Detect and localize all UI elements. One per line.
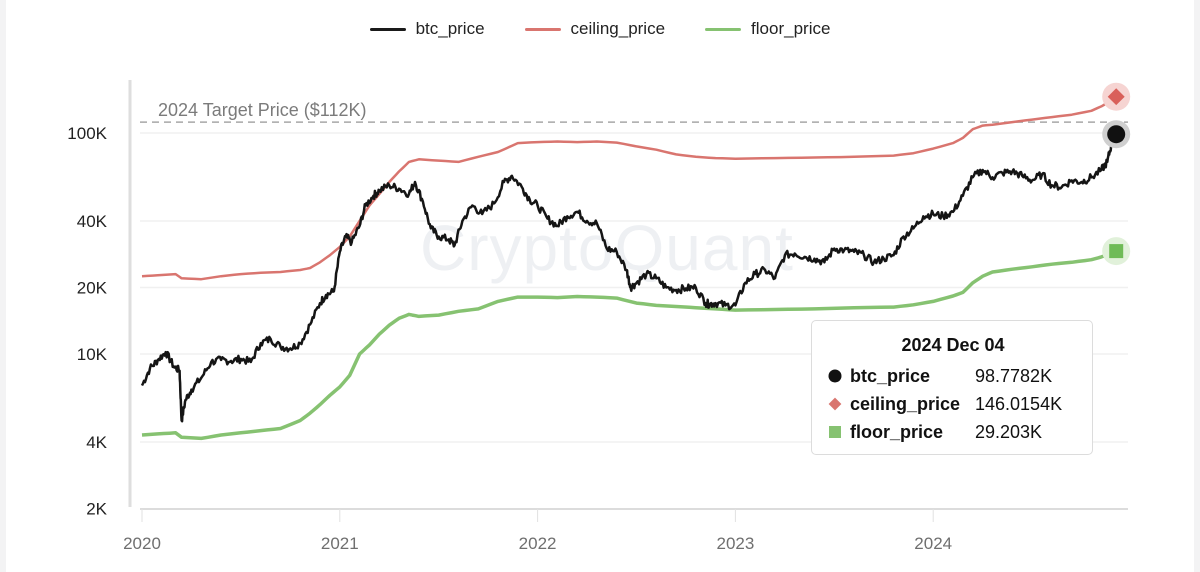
legend-item-btc-price[interactable]: btc_price — [369, 19, 485, 39]
legend-line-icon — [705, 27, 742, 31]
legend-label: floor_price — [751, 19, 831, 38]
btc-price-circle-icon — [1102, 120, 1131, 149]
legend-label: ceiling_price — [570, 19, 666, 38]
tooltip-date: 2024 Dec 04 — [901, 335, 1005, 355]
floor-price-square-icon — [1102, 237, 1131, 266]
x-tick-label: 2023 — [716, 534, 754, 553]
ceiling-price-diamond-icon — [1102, 82, 1131, 111]
btc-price-line[interactable] — [140, 131, 1118, 423]
hover-tooltip: 2024 Dec 04 btc_price 98.7782K ceiling_p… — [811, 320, 1093, 455]
floor-price-line[interactable] — [141, 249, 1117, 441]
y-tick-label: 10K — [77, 345, 108, 364]
x-tick-label: 2020 — [123, 534, 161, 553]
y-tick-label: 4K — [86, 433, 107, 452]
x-axis-ticks: 2020 2021 2022 2023 2024 — [123, 509, 952, 553]
right-edge — [1194, 0, 1200, 572]
diamond-icon — [828, 397, 842, 411]
target-price-label: 2024 Target Price ($112K) — [158, 100, 366, 120]
tooltip-row-ceiling-price: ceiling_price 146.0154K — [828, 390, 1078, 418]
circle-icon — [828, 369, 842, 383]
tooltip-series-value: 29.203K — [975, 421, 1043, 442]
y-tick-label: 2K — [86, 499, 107, 518]
legend-item-ceiling-price[interactable]: ceiling_price — [524, 19, 666, 39]
x-tick-label: 2022 — [519, 534, 557, 553]
left-edge — [0, 0, 6, 572]
square-icon — [829, 426, 841, 438]
legend-line-icon — [369, 27, 406, 31]
tooltip-series-value: 146.0154K — [975, 393, 1063, 414]
legend-label: btc_price — [415, 19, 485, 38]
x-tick-label: 2024 — [914, 534, 952, 553]
y-tick-label: 20K — [77, 278, 108, 297]
tooltip-series-value: 98.7782K — [975, 365, 1053, 386]
legend-line-icon — [524, 27, 561, 31]
tooltip-row-floor-price: floor_price 29.203K — [828, 418, 1078, 446]
tooltip-series-name: floor_price — [850, 421, 944, 442]
tooltip-series-name: btc_price — [850, 365, 931, 386]
y-axis-ticks: 100K 40K 20K 10K 4K 2K — [67, 124, 107, 518]
tooltip-series-name: ceiling_price — [850, 393, 961, 414]
tooltip-row-btc-price: btc_price 98.7782K — [828, 362, 1078, 390]
y-tick-label: 100K — [67, 124, 107, 143]
legend-item-floor-price[interactable]: floor_price — [705, 19, 830, 39]
x-tick-label: 2021 — [321, 534, 359, 553]
chart-legend: btc_price ceiling_price floor_price — [0, 19, 1200, 39]
y-tick-label: 40K — [77, 212, 108, 231]
ceiling-price-line[interactable] — [141, 95, 1117, 281]
